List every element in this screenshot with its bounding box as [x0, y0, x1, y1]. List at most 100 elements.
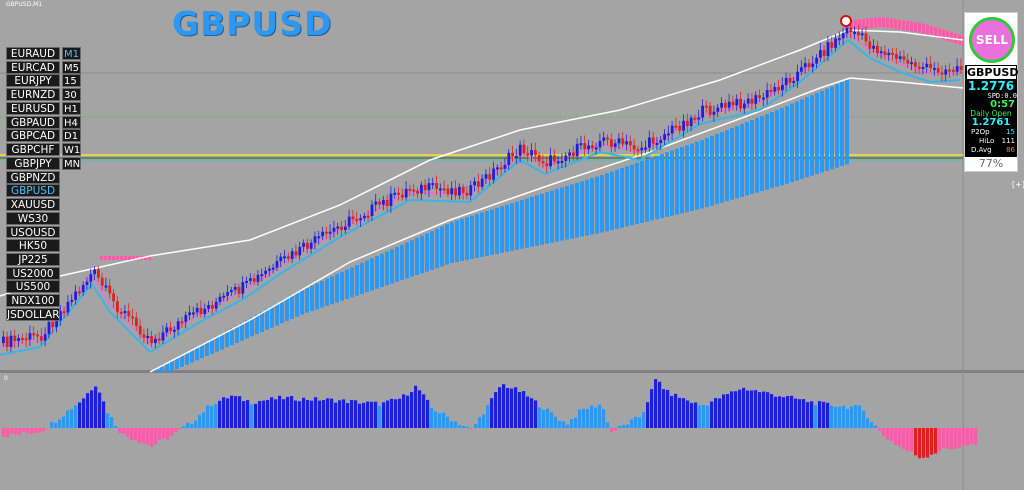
symbol-button-gbpusd[interactable]: GBPUSD	[6, 184, 60, 198]
histogram-bar	[286, 396, 290, 428]
cloud-bar	[320, 280, 324, 308]
cloud-bar-pink	[120, 256, 123, 260]
candle-bull	[85, 281, 89, 286]
timeframe-button-m5[interactable]: M5	[62, 60, 81, 74]
panel-candle-timer: 0:57	[990, 99, 1015, 110]
candle-bull	[469, 185, 473, 196]
sell-signal-button[interactable]: SELL	[969, 17, 1015, 63]
symbol-button-gbpaud[interactable]: GBPAUD	[6, 115, 60, 129]
cloud-bar	[625, 166, 629, 227]
histogram-bar	[386, 400, 390, 428]
histogram-bar	[138, 428, 142, 444]
symbol-button-gbpjpy[interactable]: GBPJPY	[6, 156, 60, 170]
histogram-bar	[594, 407, 598, 428]
candle-bull	[925, 63, 929, 68]
candle-bear	[499, 167, 503, 170]
timeframe-button-h4[interactable]: H4	[62, 115, 81, 129]
candle-bull	[796, 71, 799, 81]
cloud-bar-pink	[870, 18, 873, 28]
symbol-button-hk50[interactable]: HK50	[6, 239, 60, 253]
symbol-button-usousd[interactable]: USOUSD	[6, 225, 60, 239]
histogram-bar	[250, 404, 254, 428]
cloud-bar-pink	[878, 17, 881, 28]
cloud-bar-pink	[954, 33, 957, 44]
symbol-button-gbpnzd[interactable]: GBPNZD	[6, 170, 60, 184]
cloud-bar	[510, 203, 514, 251]
histogram-bar	[726, 394, 730, 428]
candle-bear	[306, 242, 309, 249]
histogram-bar	[822, 401, 826, 428]
histogram-bar	[266, 400, 270, 428]
symbol-button-ndx100[interactable]: NDX100	[6, 294, 60, 308]
timeframe-button-w1[interactable]: W1	[62, 143, 81, 157]
histogram-bar	[86, 393, 90, 428]
cloud-bar-pink	[926, 24, 929, 35]
symbol-button-jsdollar[interactable]: JSDOLLAR	[6, 307, 60, 321]
candle-bear	[112, 293, 115, 302]
cloud-bar-pink	[906, 20, 909, 31]
candle-bull	[404, 188, 408, 198]
timeframe-button-d1[interactable]: D1	[62, 129, 81, 142]
timeframe-button-h1[interactable]: H1	[62, 101, 81, 115]
histogram-bar	[370, 401, 374, 428]
histogram-bar	[6, 428, 10, 438]
cloud-bar	[220, 333, 224, 350]
histogram-bar	[858, 405, 862, 428]
candle-bear	[435, 183, 438, 189]
cloud-bar-pink	[882, 17, 885, 28]
histogram-bar	[10, 428, 14, 434]
cloud-bar	[750, 120, 754, 194]
cloud-bar	[575, 182, 579, 238]
symbol-button-eurcad[interactable]: EURCAD	[6, 60, 60, 74]
candle-bull	[328, 231, 332, 234]
cloud-bar-pink	[938, 28, 941, 39]
candle-bull	[363, 215, 366, 219]
candle-bull	[195, 307, 199, 313]
cloud-bar	[815, 92, 819, 175]
candle-bear	[127, 311, 131, 317]
timeframe-button-m1[interactable]: M1	[62, 47, 81, 60]
histogram-bar	[506, 387, 510, 428]
cloud-bar	[445, 224, 449, 265]
cloud-bar	[530, 196, 534, 247]
candle-bull	[2, 336, 5, 343]
cloud-bar	[595, 176, 599, 234]
candle-bull	[317, 236, 321, 239]
histogram-bar	[650, 389, 654, 428]
timeframe-button-30[interactable]: 30	[62, 88, 81, 101]
symbol-button-eurnzd[interactable]: EURNZD	[6, 88, 60, 102]
expand-toggle[interactable]: [+]	[1012, 180, 1024, 189]
symbol-button-gbpchf[interactable]: GBPCHF	[6, 143, 60, 157]
symbol-button-euraud[interactable]: EURAUD	[6, 47, 60, 60]
symbol-button-us2000[interactable]: US2000	[6, 266, 60, 280]
symbol-button-us500[interactable]: US500	[6, 280, 60, 294]
slow-moving-average	[0, 38, 961, 356]
candle-bear	[769, 90, 773, 93]
symbol-button-ws30[interactable]: WS30	[6, 211, 60, 225]
candle-bull	[727, 101, 731, 108]
cloud-bar-pink	[894, 19, 897, 30]
symbol-button-gbpcad[interactable]: GBPCAD	[6, 129, 60, 143]
histogram-bar	[262, 400, 266, 428]
candle-bull	[781, 84, 784, 91]
symbol-button-eurjpy[interactable]: EURJPY	[6, 74, 60, 88]
timeframe-button-15[interactable]: 15	[62, 74, 81, 87]
candle-bull	[492, 168, 495, 180]
panel-daily-open-label: Daily Open	[970, 109, 1012, 118]
candle-bear	[868, 41, 872, 49]
histogram-bar	[42, 428, 46, 432]
symbol-button-xauusd[interactable]: XAUUSD	[6, 198, 60, 211]
cloud-bar	[255, 314, 259, 335]
histogram-bar	[774, 396, 778, 428]
symbol-button-jp225[interactable]: JP225	[6, 253, 60, 266]
symbol-button-eurusd[interactable]: EURUSD	[6, 101, 60, 115]
cloud-bar-pink	[108, 256, 111, 260]
candle-bull	[834, 38, 837, 48]
cloud-bar-pink	[890, 18, 893, 29]
cloud-bar-pink	[950, 32, 953, 43]
candle-bull	[290, 251, 294, 259]
timeframe-button-mn[interactable]: MN	[62, 156, 81, 170]
candle-bull	[55, 320, 58, 328]
